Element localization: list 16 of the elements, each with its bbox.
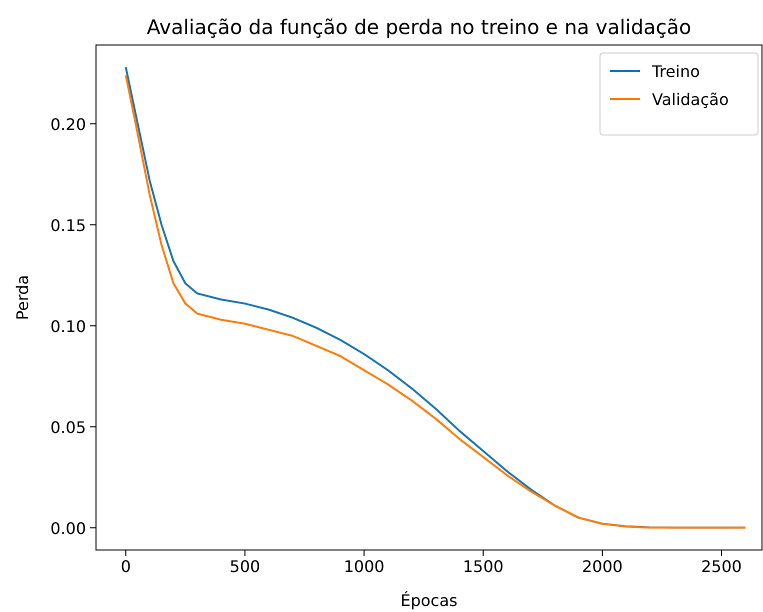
y-axis-title: Perda	[13, 274, 32, 320]
x-tick-label: 500	[230, 557, 260, 576]
x-tick-label: 1500	[462, 557, 504, 576]
y-tick-label: 0.05	[50, 418, 86, 437]
y-tick-label: 0.00	[50, 518, 86, 538]
x-tick-label: 0	[120, 557, 131, 576]
y-tick-label: 0.15	[50, 216, 86, 235]
y-tick-label: 0.10	[50, 316, 86, 336]
legend-label: Validação	[652, 90, 729, 109]
chart-title: Avaliação da função de perda no treino e na validação	[146, 15, 692, 39]
legend-label: Treino	[651, 62, 700, 81]
x-tick-label: 2000	[582, 557, 623, 576]
x-tick-label: 1000	[344, 557, 384, 576]
x-axis-title: Épocas	[400, 591, 458, 610]
y-tick-label: 0.20	[50, 114, 86, 134]
x-tick-label: 2500	[701, 557, 742, 576]
